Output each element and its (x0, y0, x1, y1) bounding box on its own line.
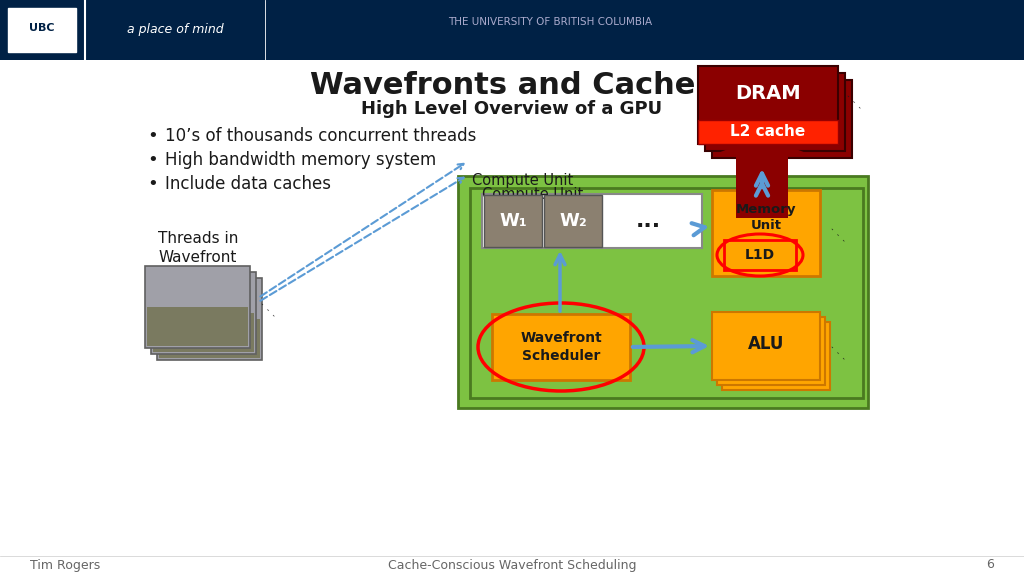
Text: Tim Rogers: Tim Rogers (30, 559, 100, 571)
Bar (147, 307, 248, 346)
Bar (484, 195, 542, 247)
Bar (705, 73, 845, 151)
Text: . . .: . . . (258, 296, 282, 320)
Text: 6: 6 (986, 559, 994, 571)
Text: Wavefront
Scheduler: Wavefront Scheduler (520, 331, 602, 363)
Bar (470, 188, 863, 398)
Bar (724, 240, 796, 270)
Text: ...: ... (189, 314, 210, 332)
Bar (698, 120, 838, 144)
Bar (159, 319, 260, 358)
Bar (492, 314, 630, 380)
Bar (0, 0, 1024, 60)
Bar (544, 195, 602, 247)
Text: 10’s of thousands concurrent threads: 10’s of thousands concurrent threads (165, 127, 476, 145)
Bar (712, 190, 820, 276)
Bar (482, 194, 702, 248)
Text: . . .: . . . (828, 339, 852, 363)
Text: UBC: UBC (30, 23, 54, 33)
Bar (458, 176, 868, 408)
Bar (145, 266, 250, 348)
Bar (153, 313, 254, 352)
Bar (712, 80, 852, 158)
Text: . . .: . . . (845, 88, 867, 112)
Bar (8, 8, 76, 52)
Bar (151, 272, 256, 354)
Text: ALU: ALU (748, 335, 784, 353)
Text: Include data caches: Include data caches (165, 175, 331, 193)
Bar (736, 154, 788, 218)
Text: DRAM: DRAM (735, 84, 801, 103)
Bar (712, 312, 820, 380)
Text: ...: ... (636, 211, 660, 231)
Polygon shape (715, 136, 809, 154)
Text: Cache-Conscious Wavefront Scheduling: Cache-Conscious Wavefront Scheduling (388, 559, 636, 571)
Text: High Level Overview of a GPU: High Level Overview of a GPU (361, 100, 663, 118)
Bar (698, 66, 838, 144)
Text: •: • (147, 175, 159, 193)
Text: Compute Unit: Compute Unit (482, 187, 584, 202)
Text: THE UNIVERSITY OF BRITISH COLUMBIA: THE UNIVERSITY OF BRITISH COLUMBIA (447, 17, 652, 27)
Text: W₁: W₁ (499, 212, 527, 230)
Text: L1D: L1D (744, 248, 775, 262)
Bar (157, 278, 262, 360)
Text: . . .: . . . (828, 221, 852, 245)
Text: W₂: W₂ (559, 212, 587, 230)
Text: Wavefronts and Caches: Wavefronts and Caches (310, 71, 714, 100)
Text: L2 cache: L2 cache (730, 124, 806, 139)
Text: a place of mind: a place of mind (127, 24, 223, 36)
Text: Threads in
Wavefront: Threads in Wavefront (158, 230, 239, 266)
Bar (722, 322, 830, 390)
Text: •: • (147, 127, 159, 145)
Text: •: • (147, 151, 159, 169)
Text: Memory
Unit: Memory Unit (736, 203, 797, 232)
Text: Compute Unit: Compute Unit (472, 173, 573, 188)
Bar (717, 317, 825, 385)
Text: High bandwidth memory system: High bandwidth memory system (165, 151, 436, 169)
